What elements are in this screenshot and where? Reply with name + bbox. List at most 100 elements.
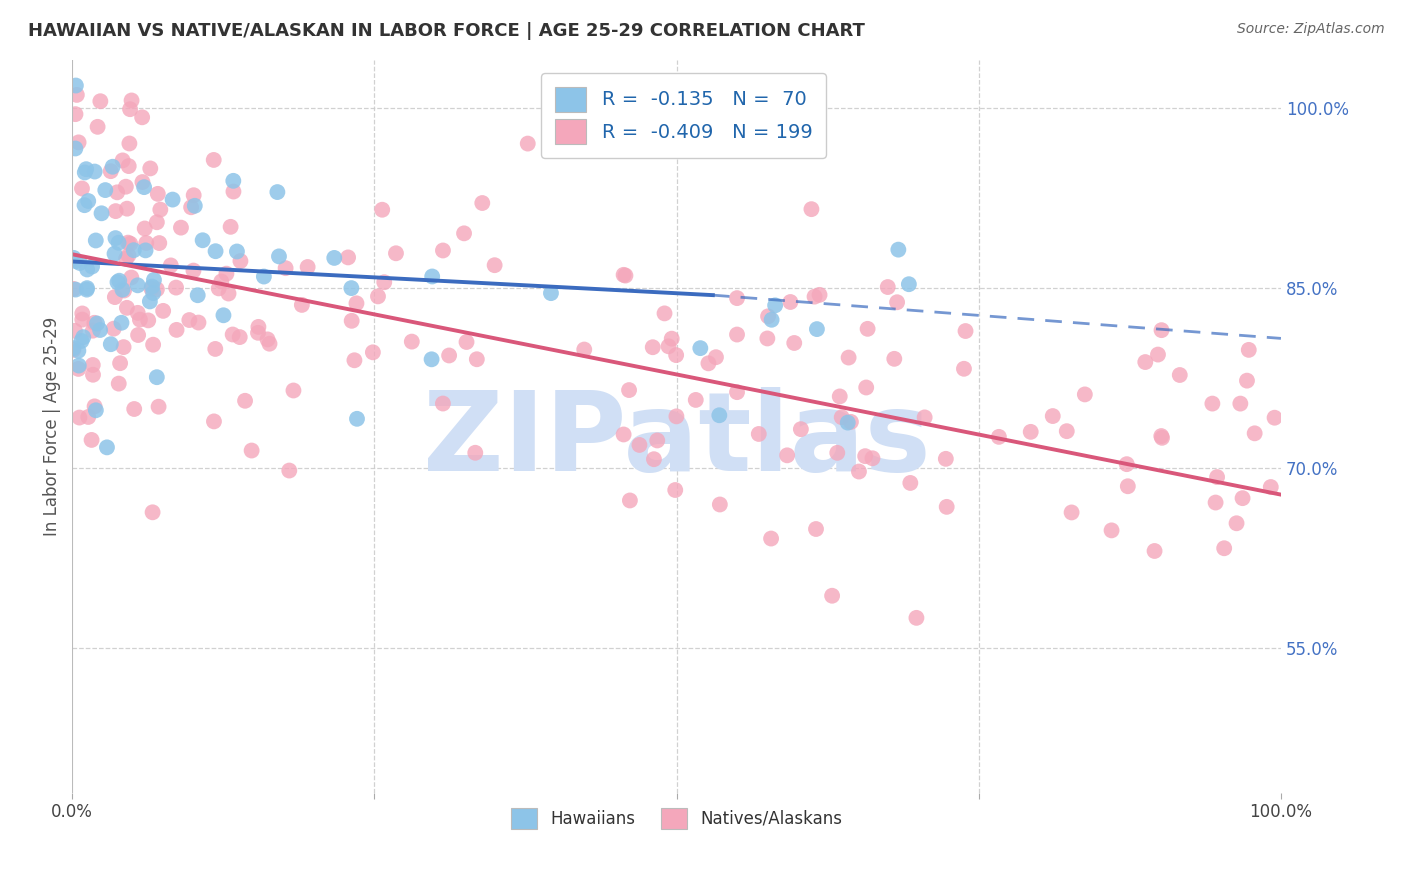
Point (180, 208, 202, 222)
Point (141, 279, 163, 293)
Point (657, 259, 679, 273)
Point (82, 218, 104, 232)
Point (202, 268, 225, 283)
Point (761, 312, 783, 326)
Point (122, 243, 145, 257)
Point (1074, 443, 1097, 458)
Point (187, 221, 209, 235)
Point (665, 341, 688, 355)
Point (65, 107, 87, 121)
Point (464, 307, 486, 321)
Point (763, 298, 786, 312)
Point (131, 253, 153, 268)
Point (1019, 472, 1042, 486)
Point (1135, 533, 1157, 547)
Point (108, 322, 131, 336)
Point (104, 183, 127, 197)
Point (897, 277, 920, 292)
Point (803, 327, 825, 342)
Point (131, 212, 153, 227)
Point (340, 369, 363, 384)
Point (136, 129, 159, 144)
Point (935, 365, 957, 379)
Point (371, 444, 394, 458)
Point (127, 278, 149, 293)
Point (73, 198, 96, 212)
Point (83, 321, 105, 335)
Point (115, 168, 138, 182)
Point (129, 131, 152, 145)
Point (748, 252, 770, 266)
Point (66, 149, 89, 163)
Point (887, 243, 910, 257)
Point (82, 277, 104, 291)
Point (222, 174, 245, 188)
Point (619, 404, 641, 418)
Point (80, 260, 103, 274)
Point (162, 193, 184, 207)
Point (855, 387, 877, 401)
Point (62, 341, 84, 355)
Point (697, 322, 720, 336)
Point (229, 159, 252, 173)
Point (62, 315, 84, 329)
Point (574, 470, 596, 484)
Point (82, 293, 104, 308)
Point (665, 406, 688, 420)
Point (70, 310, 93, 324)
Point (152, 360, 174, 375)
Point (121, 235, 143, 249)
Point (104, 231, 127, 245)
Point (1168, 445, 1191, 459)
Point (67, 343, 90, 358)
Point (1147, 488, 1170, 502)
Point (540, 286, 562, 301)
Point (94, 183, 117, 197)
Point (776, 311, 799, 326)
Point (1232, 379, 1254, 393)
Legend: Hawaiians, Natives/Alaskans: Hawaiians, Natives/Alaskans (503, 801, 849, 836)
Point (120, 207, 142, 221)
Point (170, 246, 193, 260)
Point (1150, 458, 1173, 472)
Point (143, 273, 166, 287)
Point (240, 303, 263, 318)
Point (62, 251, 84, 265)
Point (343, 165, 366, 179)
Point (689, 341, 711, 355)
Point (267, 249, 290, 263)
Point (110, 316, 132, 330)
Point (100, 318, 122, 333)
Point (1115, 569, 1137, 583)
Point (664, 437, 686, 451)
Point (159, 242, 181, 256)
Point (779, 549, 801, 564)
Point (146, 301, 169, 316)
Point (117, 150, 139, 164)
Point (204, 242, 226, 256)
Point (256, 317, 278, 331)
Point (146, 238, 169, 252)
Point (208, 310, 231, 325)
Point (83, 164, 105, 178)
Point (86, 317, 108, 331)
Point (184, 199, 207, 213)
Point (127, 266, 149, 280)
Point (645, 508, 668, 523)
Point (401, 390, 423, 404)
Point (1243, 553, 1265, 567)
Point (297, 340, 319, 354)
Point (1116, 399, 1139, 413)
Point (247, 297, 270, 311)
Point (112, 206, 135, 220)
Point (166, 277, 188, 292)
Point (67, 83, 90, 97)
Point (804, 319, 827, 334)
Point (202, 180, 225, 194)
Point (283, 257, 305, 271)
Point (274, 409, 297, 424)
Point (233, 271, 256, 285)
Point (139, 294, 162, 309)
Point (367, 352, 389, 367)
Text: Source: ZipAtlas.com: Source: ZipAtlas.com (1237, 22, 1385, 37)
